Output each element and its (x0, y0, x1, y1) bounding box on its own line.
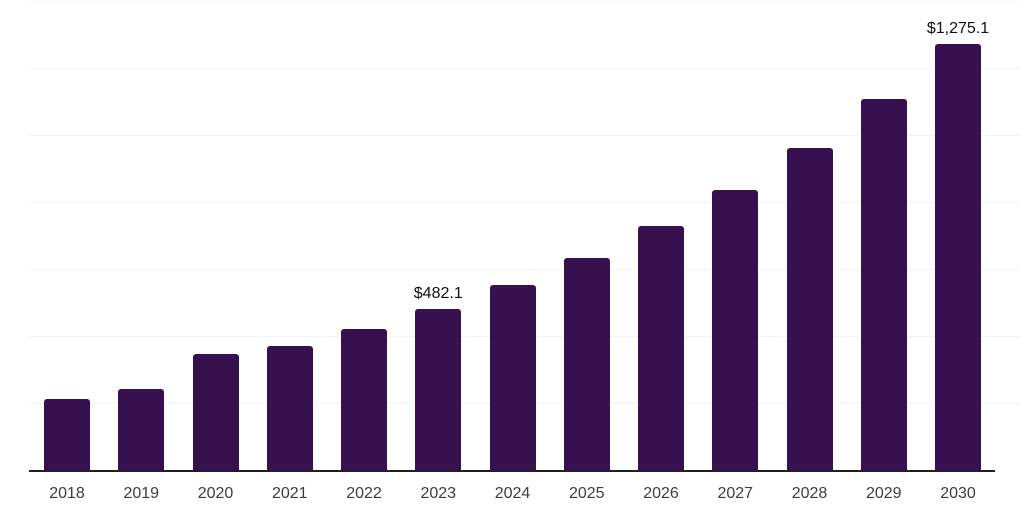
bar-2023 (415, 309, 462, 471)
bar-2020 (192, 354, 239, 471)
x-tick-label-2028: 2028 (791, 485, 828, 502)
x-tick-label-2026: 2026 (643, 485, 679, 502)
x-tick-label-2025: 2025 (568, 485, 605, 502)
gridline-800 (30, 202, 1020, 203)
bar-2025 (563, 257, 610, 471)
x-tick-label-2022: 2022 (346, 485, 382, 502)
x-axis-line (29, 470, 995, 472)
data-label-2030: $1,275.1 (926, 19, 990, 37)
bar-2022 (341, 328, 387, 471)
bar-2024 (489, 285, 536, 471)
x-tick-label-2024: 2024 (494, 485, 531, 502)
x-tick-label-2023: 2023 (420, 485, 457, 502)
gridline-600 (30, 269, 1020, 270)
x-tick-label-2027: 2027 (717, 485, 754, 502)
bar-2021 (266, 346, 313, 471)
x-tick-label-2018: 2018 (49, 485, 85, 502)
x-tick-label-2021: 2021 (271, 485, 308, 502)
data-label-2023: $482.1 (413, 285, 463, 303)
bar-2029 (860, 99, 907, 471)
bar-2028 (786, 147, 833, 471)
bar-2030 (935, 43, 981, 471)
bar-2018 (44, 398, 90, 471)
bar-2026 (638, 226, 684, 471)
gridline-1000 (30, 135, 1020, 136)
x-tick-label-2020: 2020 (197, 485, 234, 502)
bar-2027 (712, 189, 759, 471)
x-tick-label-2030: 2030 (940, 485, 976, 502)
bar-2019 (118, 388, 165, 471)
x-tick-label-2019: 2019 (123, 485, 160, 502)
gridline-1200 (30, 68, 1020, 69)
gridline-1400 (30, 1, 1020, 2)
x-tick-label-2029: 2029 (865, 485, 902, 502)
